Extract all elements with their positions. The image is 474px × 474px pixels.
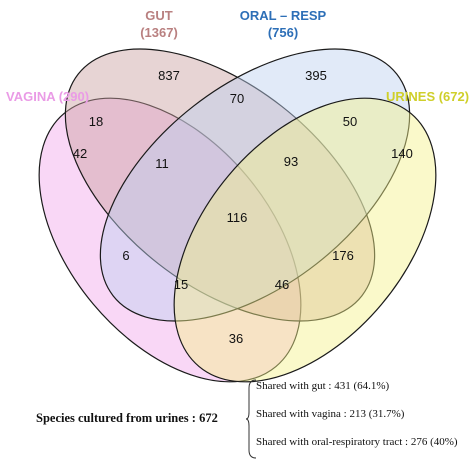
count-gut-oral-urines: 93 [284,154,298,169]
count-vagina-gut-urines: 46 [275,277,289,292]
count-vagina-urines: 36 [229,331,243,346]
oral-resp-count-label: (756) [268,25,298,40]
gut-label: GUT [145,8,173,23]
urines-label: URINES (672) [386,89,469,104]
shared-with-gut: Shared with gut : 431 (64.1%) [256,380,390,392]
count-oral-only: 395 [305,68,327,83]
urines-shared-list: Shared with gut : 431 (64.1%) Shared wit… [246,378,470,460]
gut-ellipse [64,48,376,322]
count-all-four: 116 [227,210,248,225]
gut-count-label: (1367) [140,25,178,40]
count-vagina-only: 42 [73,146,87,161]
count-gut-oral: 70 [230,91,244,106]
urines-ellipse [173,97,437,383]
shared-with-vagina: Shared with vagina : 213 (31.7%) [256,408,405,420]
vagina-ellipse [38,97,302,383]
count-vagina-oral-urines: 15 [174,277,188,292]
brace-icon [246,379,257,459]
count-gut-urines: 176 [332,248,354,263]
shared-with-oral-resp: Shared with oral-respiratory tract : 276… [256,436,458,448]
urines-summary-title: Species cultured from urines : 672 [36,411,218,425]
oral-resp-ellipse [99,48,411,322]
vagina-label: VAGINA (290) [6,89,89,104]
count-oral-urines: 50 [343,114,357,129]
oral-resp-label: ORAL – RESP [240,8,327,23]
count-gut-only: 837 [158,68,180,83]
count-urines-only: 140 [391,146,413,161]
count-vagina-gut: 18 [89,114,103,129]
count-vagina-oral: 6 [122,248,129,263]
count-vagina-gut-oral: 11 [155,156,169,171]
